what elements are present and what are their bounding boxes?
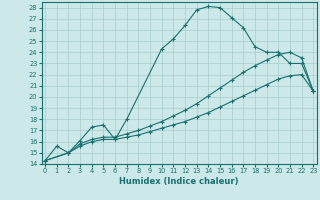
X-axis label: Humidex (Indice chaleur): Humidex (Indice chaleur) [119, 177, 239, 186]
